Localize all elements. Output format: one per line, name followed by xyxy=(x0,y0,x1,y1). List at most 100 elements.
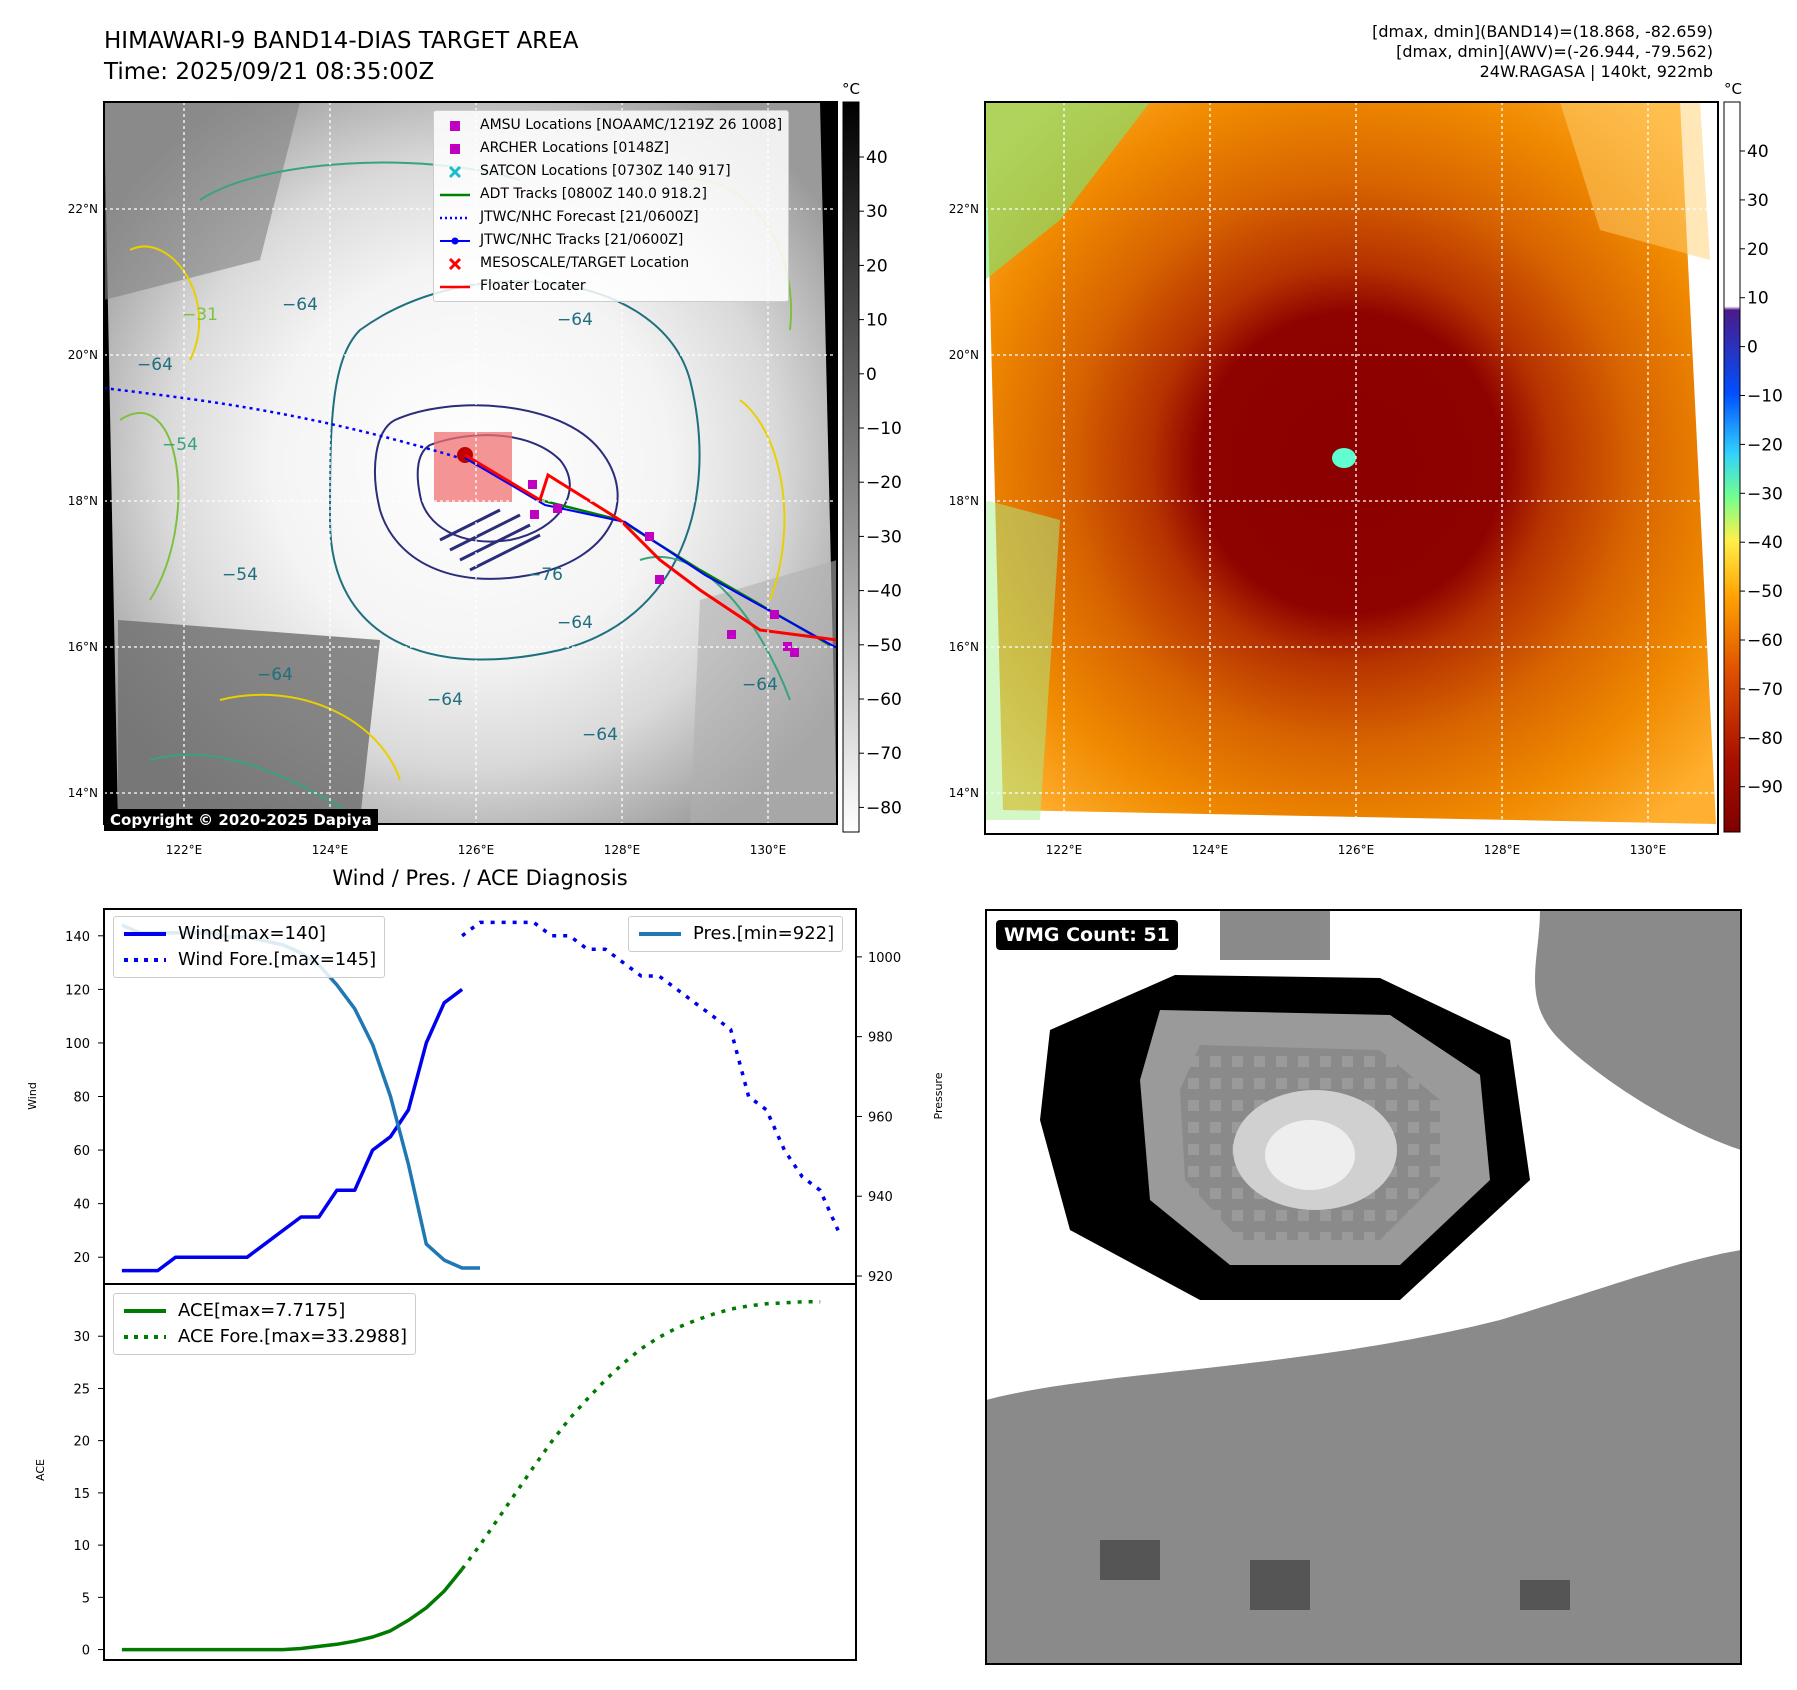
gray-cb-tick-label: 30 xyxy=(866,202,888,222)
info-storm: 24W.RAGASA | 140kt, 922mb xyxy=(1479,62,1713,81)
map-grid xyxy=(104,102,837,824)
color-cb-tick-label: −10 xyxy=(1747,387,1783,407)
contour-label: −64 xyxy=(557,310,593,330)
contour-label: −54 xyxy=(162,435,198,455)
pressure-ytick-label: 920 xyxy=(868,1270,893,1285)
contour-label: −64 xyxy=(582,725,618,745)
map2-frame xyxy=(984,101,1719,835)
info-band14: [dmax, dmin](BAND14)=(18.868, -82.659) xyxy=(1372,22,1713,41)
gray-cb-tick-label: 20 xyxy=(866,256,888,276)
gray-colorbar-unit: °C xyxy=(842,80,860,98)
color-cb-tick-label: −90 xyxy=(1747,778,1783,798)
gray-cb-tick-label: −30 xyxy=(866,527,902,547)
color-cb-tick-label: −30 xyxy=(1747,484,1783,504)
map1-lon-tick: 128°E xyxy=(604,843,641,857)
map-legend-label: MESOSCALE/TARGET Location xyxy=(480,255,690,271)
gray-cb-tick-label: −60 xyxy=(866,690,902,710)
color-cb-tick-label: −50 xyxy=(1747,582,1783,602)
map-legend-entry: ADT Tracks [0800Z 140.0 918.2] xyxy=(440,183,782,206)
color-cb-tick-label: −60 xyxy=(1747,631,1783,651)
ir-color-map xyxy=(985,102,1718,834)
ace-ylabel: ACE xyxy=(34,1459,47,1481)
ace-axis: 0 5 10 15 20 25 30 xyxy=(73,1330,104,1659)
contour-label: −31 xyxy=(182,305,218,325)
wind-ytick-label: 120 xyxy=(65,983,90,998)
map-legend-entry: ARCHER Locations [0148Z] xyxy=(440,137,782,160)
map1-lon-tick: 126°E xyxy=(458,843,495,857)
series-line xyxy=(121,987,464,1273)
map1-lon-tick: 124°E xyxy=(312,843,349,857)
gray-cb-tick-label: 10 xyxy=(866,311,888,331)
wind-ytick-label: 60 xyxy=(73,1144,90,1159)
gray-colorbar xyxy=(842,101,860,833)
series-line xyxy=(121,1567,464,1652)
gray-cb-tick-label: −50 xyxy=(866,636,902,656)
map2-lon-tick: 128°E xyxy=(1484,843,1521,857)
map2-lat-tick: 18°N xyxy=(949,494,979,508)
info-awv: [dmax, dmin](AWV)=(-26.944, -79.562) xyxy=(1396,42,1713,61)
series-line xyxy=(461,920,840,1232)
wind-axis: 20 40 60 80 100 120 140 xyxy=(65,930,104,1266)
map-legend-label: JTWC/NHC Forecast [21/0600Z] xyxy=(480,209,699,225)
contour-label: −54 xyxy=(222,565,258,585)
gray-cb-tick-label: −70 xyxy=(866,744,902,764)
pressure-ytick-label: 1000 xyxy=(868,951,901,966)
pressure-ytick-label: 980 xyxy=(868,1031,893,1046)
map1-lat-tick: 22°N xyxy=(68,202,98,216)
color-cb-tick-label: −80 xyxy=(1747,729,1783,749)
wind-legend-entry-label: Wind[max=140] xyxy=(178,923,326,944)
pressure-legend-entry: Pres.[min=922] xyxy=(637,921,834,947)
map1-lat-tick: 20°N xyxy=(68,348,98,362)
contour-label: −76 xyxy=(527,565,563,585)
wind-legend-entry: Wind[max=140] xyxy=(122,921,376,947)
gray-colorbar-ticks: 40 30 20 10 0 −10 −20 −30 −40 −50 −60 −70 −80 xyxy=(859,148,902,818)
ace-axes xyxy=(103,1283,857,1661)
color-cb-tick-label: 20 xyxy=(1747,240,1769,260)
map-legend-label: JTWC/NHC Tracks [21/0600Z] xyxy=(480,232,684,248)
gray-cb-tick-label: 0 xyxy=(866,365,877,385)
wmg-count-badge: WMG Count: 51 xyxy=(996,920,1178,950)
ace-ytick-label: 15 xyxy=(73,1487,90,1502)
storm-info: [dmax, dmin](BAND14)=(18.868, -82.659) [… xyxy=(1372,22,1713,82)
map1-lat-tick: 14°N xyxy=(68,786,98,800)
wind-ytick-label: 40 xyxy=(73,1198,90,1213)
series-line xyxy=(460,1300,821,1571)
pressure-axis: 920 940 960 980 1000 xyxy=(856,951,901,1285)
map-axis-ticks: 122°E 122°E 124°E 124°E 126°E 126°E 128°E 128°E… xyxy=(68,202,1667,857)
contour-label: −64 xyxy=(282,295,318,315)
gray-cb-tick-label: −10 xyxy=(866,419,902,439)
ace-ytick-label: 25 xyxy=(73,1382,90,1397)
amsu-archer-markers xyxy=(528,480,799,657)
map1-lat-tick: 18°N xyxy=(68,494,98,508)
color-colorbar-ticks: 40 30 20 10 0 −10 −20 −30 −40 −50 −60 −70 −80 −90 xyxy=(1740,142,1783,798)
diagnosis-title: Wind / Pres. / ACE Diagnosis xyxy=(332,866,628,890)
gray-cb-tick-label: −40 xyxy=(866,582,902,602)
jtwc-track-line xyxy=(464,457,837,649)
ace-ytick-label: 20 xyxy=(73,1435,90,1450)
target-area-box xyxy=(434,432,512,502)
color-cb-tick-label: −70 xyxy=(1747,680,1783,700)
map-legend-label: ARCHER Locations [0148Z] xyxy=(480,140,670,156)
pressure-legend: Pres.[min=922] xyxy=(628,916,844,952)
map-legend-entry: JTWC/NHC Tracks [21/0600Z] xyxy=(440,229,782,252)
map-legend-entry: MESOSCALE/TARGET Location xyxy=(440,252,782,275)
map1-lat-tick: 16°N xyxy=(68,640,98,654)
wind-ytick-label: 140 xyxy=(65,930,90,945)
ace-ytick-label: 0 xyxy=(82,1644,90,1659)
map-legend-label: SATCON Locations [0730Z 140 917] xyxy=(480,163,731,179)
ace-forecast-legend-entry: ACE Fore.[max=33.2988] xyxy=(122,1324,407,1350)
wind-ylabel: Wind xyxy=(26,1082,39,1110)
map2-lon-tick: 122°E xyxy=(1046,843,1083,857)
color-cb-tick-label: 10 xyxy=(1747,289,1769,309)
map-legend-label: ADT Tracks [0800Z 140.0 918.2] xyxy=(480,186,707,202)
color-cb-tick-label: −40 xyxy=(1747,533,1783,553)
map2-lat-tick: 16°N xyxy=(949,640,979,654)
map1-frame xyxy=(103,101,838,825)
map2-lat-tick: 20°N xyxy=(949,348,979,362)
map-legend-label: Floater Locater xyxy=(480,278,586,294)
wmg-map xyxy=(986,910,1741,1664)
map-legend-entry: Floater Locater xyxy=(440,275,782,298)
map2-lon-tick: 126°E xyxy=(1338,843,1375,857)
ace-ytick-label: 30 xyxy=(73,1330,90,1345)
